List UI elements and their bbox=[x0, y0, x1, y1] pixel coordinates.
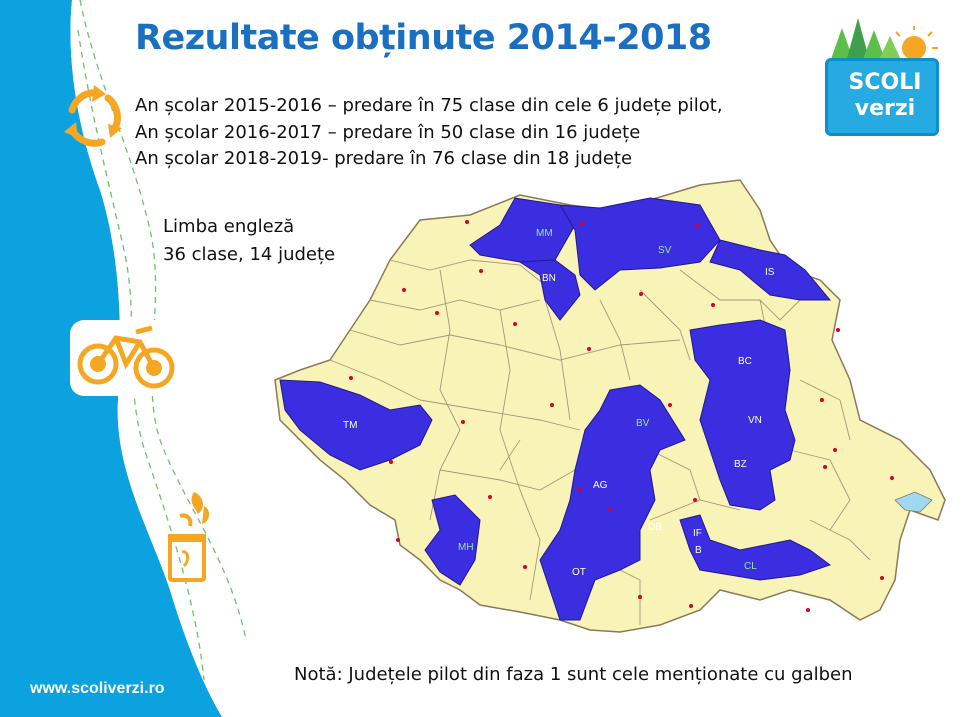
english-stats: 36 clase, 14 județe bbox=[163, 244, 336, 265]
trees-sun-icon bbox=[830, 18, 938, 62]
website-link[interactable]: www.scoliverzi.ro bbox=[30, 680, 165, 697]
label-ot: OT bbox=[572, 567, 586, 578]
label-cl: CL bbox=[744, 561, 757, 572]
label-mh: MH bbox=[458, 542, 474, 553]
logo-line-2: verzi bbox=[854, 96, 916, 121]
logo-box: SCOLI verzi bbox=[825, 58, 939, 136]
result-line-2015: An școlar 2015-2016 – predare în 75 clas… bbox=[135, 95, 723, 116]
english-title: Limba engleză bbox=[163, 216, 295, 237]
logo-line-1: SCOLI bbox=[848, 70, 922, 95]
result-line-2018: An școlar 2018-2019- predare în 76 clase… bbox=[135, 148, 633, 169]
scoli-verzi-logo: SCOLI verzi bbox=[822, 14, 942, 140]
label-bz: BZ bbox=[734, 459, 747, 470]
label-mm: MM bbox=[536, 228, 553, 239]
county-is bbox=[709, 239, 832, 301]
county-sv bbox=[559, 197, 721, 291]
county-bn bbox=[518, 259, 581, 321]
page-title: Rezultate obținute 2014-2018 bbox=[135, 18, 712, 58]
county-tm bbox=[279, 379, 433, 471]
county-if-b-cl bbox=[679, 514, 832, 581]
county-bc-vn-bz bbox=[689, 319, 796, 511]
label-bv: BV bbox=[636, 418, 650, 429]
label-b: B bbox=[695, 545, 702, 556]
recycle-icon bbox=[64, 85, 122, 147]
county-bv-ag-db-ot bbox=[539, 384, 686, 621]
label-db: DB bbox=[648, 522, 662, 533]
english-language-block: Limba engleză 36 clase, 14 județe bbox=[163, 213, 335, 269]
label-bc: BC bbox=[738, 356, 752, 367]
note-text: Notă: Județele pilot din faza 1 sunt cel… bbox=[294, 664, 853, 685]
label-ag: AG bbox=[593, 480, 608, 491]
result-line-2016: An școlar 2016-2017 – predare în 50 clas… bbox=[135, 121, 641, 143]
label-bn: BN bbox=[542, 273, 556, 284]
label-if: IF bbox=[693, 528, 702, 539]
bicycle-icon bbox=[70, 320, 182, 396]
county-mh bbox=[424, 494, 481, 586]
county-seat-dots bbox=[349, 220, 902, 612]
label-sv: SV bbox=[658, 245, 672, 256]
label-tm: TM bbox=[343, 420, 357, 431]
label-is: IS bbox=[765, 267, 775, 278]
label-vn: VN bbox=[748, 415, 762, 426]
recycle-bin-icon bbox=[168, 492, 210, 582]
results-list: An școlar 2015-2016 – predare în 75 clas… bbox=[135, 93, 723, 173]
